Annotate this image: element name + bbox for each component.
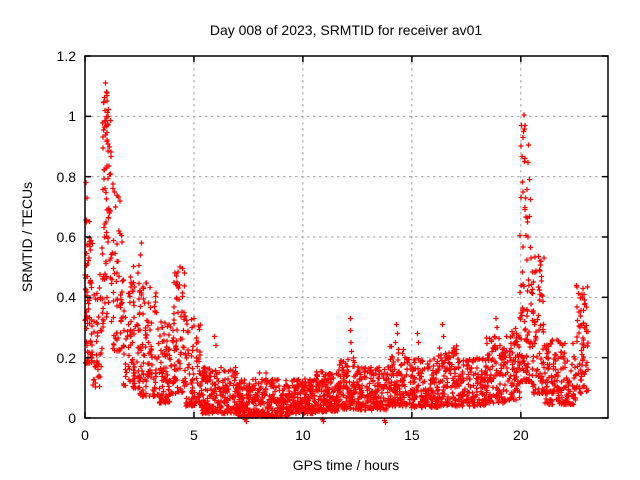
scatter-points-srmtid [82, 80, 591, 426]
x-axis-label: GPS time / hours [292, 457, 400, 473]
x-tick-label: 10 [295, 427, 311, 443]
y-tick-label: 0 [68, 410, 76, 426]
x-tick-label: 15 [404, 427, 420, 443]
y-tick-label: 0.8 [56, 168, 76, 185]
chart-title: Day 008 of 2023, SRMTID for receiver av0… [209, 22, 483, 38]
y-tick-label: 1 [68, 108, 76, 125]
y-tick-label: 0.6 [56, 229, 76, 245]
x-tick-label: 0 [81, 427, 89, 443]
y-tick-label: 0.4 [56, 289, 76, 306]
y-tick-label: 1.2 [56, 48, 76, 64]
x-tick-label: 20 [513, 427, 529, 443]
y-tick-label: 0.2 [56, 349, 76, 366]
x-tick-label: 5 [190, 427, 198, 443]
